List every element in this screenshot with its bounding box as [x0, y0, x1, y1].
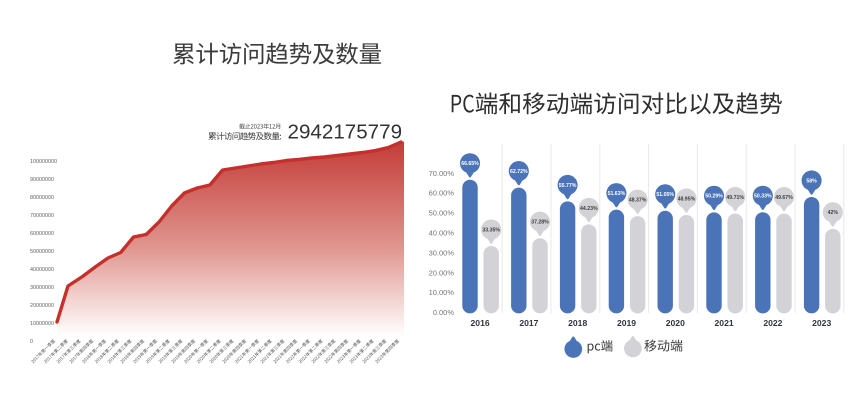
svg-text:44.23%: 44.23%	[580, 206, 598, 212]
svg-text:2020: 2020	[666, 318, 685, 328]
svg-text:58%: 58%	[806, 178, 817, 184]
svg-text:10.00%: 10.00%	[429, 288, 455, 297]
svg-text:33.35%: 33.35%	[482, 227, 500, 233]
svg-text:2942175779: 2942175779	[288, 120, 403, 143]
svg-text:2016: 2016	[471, 318, 490, 328]
svg-text:2017: 2017	[519, 318, 538, 328]
svg-text:62.72%: 62.72%	[510, 169, 528, 175]
svg-text:55.77%: 55.77%	[559, 183, 577, 189]
svg-text:70.00%: 70.00%	[429, 169, 455, 178]
svg-text:50.00%: 50.00%	[429, 209, 455, 218]
svg-text:70000000: 70000000	[30, 213, 54, 219]
svg-text:48.37%: 48.37%	[629, 198, 647, 204]
svg-text:30000000: 30000000	[30, 285, 54, 291]
svg-text:30.00%: 30.00%	[429, 248, 455, 257]
svg-text:100000000: 100000000	[30, 159, 57, 165]
svg-text:2022: 2022	[763, 318, 782, 328]
svg-text:0: 0	[30, 339, 33, 345]
svg-text:2018: 2018	[568, 318, 587, 328]
svg-text:2021: 2021	[715, 318, 734, 328]
svg-text:90000000: 90000000	[30, 177, 54, 183]
svg-text:0.00%: 0.00%	[433, 308, 455, 317]
svg-text:37.28%: 37.28%	[531, 220, 549, 226]
svg-text:42%: 42%	[828, 210, 839, 216]
svg-text:10000000: 10000000	[30, 321, 54, 327]
svg-text:60.00%: 60.00%	[429, 189, 455, 198]
svg-text:60000000: 60000000	[30, 231, 54, 237]
svg-text:51.63%: 51.63%	[608, 191, 626, 197]
svg-text:2019: 2019	[617, 318, 636, 328]
svg-text:40.00%: 40.00%	[429, 229, 455, 238]
svg-text:40000000: 40000000	[30, 267, 54, 273]
svg-text:51.05%: 51.05%	[656, 192, 674, 198]
svg-text:50000000: 50000000	[30, 249, 54, 255]
svg-text:80000000: 80000000	[30, 195, 54, 201]
svg-text:20000000: 20000000	[30, 303, 54, 309]
svg-text:49.71%: 49.71%	[726, 195, 744, 201]
svg-text:50.29%: 50.29%	[705, 194, 723, 200]
svg-text:66.65%: 66.65%	[461, 161, 479, 167]
svg-text:2023: 2023	[812, 318, 831, 328]
svg-text:48.95%: 48.95%	[678, 196, 696, 202]
svg-text:49.67%: 49.67%	[775, 195, 793, 201]
svg-text:20.00%: 20.00%	[429, 268, 455, 277]
svg-text:50.33%: 50.33%	[754, 194, 772, 200]
